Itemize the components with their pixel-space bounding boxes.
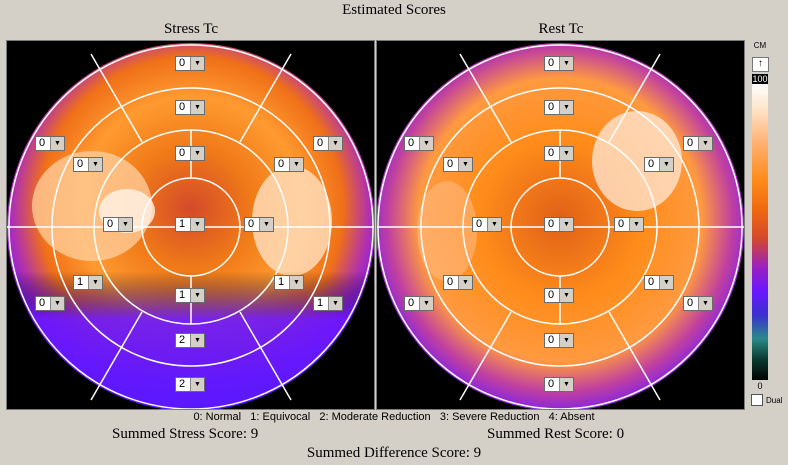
chevron-down-icon: ▼ (190, 101, 204, 114)
rest-seg-13-select[interactable]: 0 ▼ (614, 217, 644, 232)
stress-seg-9-select[interactable]: 0 ▼ (103, 217, 133, 232)
chevron-down-icon: ▼ (629, 218, 643, 231)
rest-seg-11-select[interactable]: 0 ▼ (644, 275, 674, 290)
chevron-down-icon: ▼ (88, 276, 102, 289)
page-title: Estimated Scores (342, 2, 446, 18)
stress-seg-12-select[interactable]: 1 ▼ (313, 296, 343, 311)
chevron-down-icon: ▼ (190, 147, 204, 160)
chevron-down-icon: ▼ (328, 297, 342, 310)
chevron-down-icon: ▼ (328, 137, 342, 150)
score-legend: 0: Normal 1: Equivocal 2: Moderate Reduc… (193, 411, 595, 423)
chevron-down-icon: ▼ (559, 289, 573, 302)
stress-seg-7-select[interactable]: 0 ▼ (274, 157, 304, 172)
rest-title: Rest Tc (538, 21, 584, 37)
stress-seg-6-select[interactable]: 0 ▼ (73, 157, 103, 172)
chevron-down-icon: ▼ (458, 158, 472, 171)
chevron-down-icon: ▼ (559, 147, 573, 160)
checkbox-icon[interactable] (751, 394, 763, 406)
scale-arrow-button[interactable]: ↑ (752, 57, 769, 72)
chevron-down-icon: ▼ (559, 218, 573, 231)
stress-seg-15-select[interactable]: 2 ▼ (175, 333, 205, 348)
chevron-down-icon: ▼ (559, 57, 573, 70)
chevron-down-icon: ▼ (50, 297, 64, 310)
stress-seg-2-select[interactable]: 0 ▼ (175, 100, 205, 115)
rest-seg-12-select[interactable]: 0 ▼ (683, 296, 713, 311)
chevron-down-icon: ▼ (458, 276, 472, 289)
scale-min: 0 (757, 381, 763, 391)
rest-seg-6-select[interactable]: 0 ▼ (443, 157, 473, 172)
rest-seg-17-select[interactable]: 0 ▼ (404, 296, 434, 311)
rest-hot-upper (592, 111, 682, 211)
chevron-down-icon: ▼ (289, 276, 303, 289)
chevron-down-icon: ▼ (659, 276, 673, 289)
rest-seg-3-select[interactable]: 0 ▼ (544, 146, 574, 161)
rest-hot-left (417, 181, 477, 281)
rest-seg-8-select[interactable]: 0 ▼ (544, 217, 574, 232)
scale-unit: CM (753, 41, 767, 50)
chevron-down-icon: ▼ (118, 218, 132, 231)
chevron-down-icon: ▼ (190, 289, 204, 302)
stress-seg-13-select[interactable]: 0 ▼ (244, 217, 274, 232)
rest-seg-4-select[interactable]: 0 ▼ (404, 136, 434, 151)
rest-seg-14-select[interactable]: 0 ▼ (544, 288, 574, 303)
stress-seg-8-select[interactable]: 1 ▼ (175, 217, 205, 232)
chevron-down-icon: ▼ (190, 218, 204, 231)
scale-max: 100 (752, 74, 768, 84)
chevron-down-icon: ▼ (698, 297, 712, 310)
chevron-down-icon: ▼ (190, 378, 204, 391)
chevron-down-icon: ▼ (659, 158, 673, 171)
stress-seg-14-select[interactable]: 1 ▼ (175, 288, 205, 303)
stress-seg-10-select[interactable]: 1 ▼ (73, 275, 103, 290)
rest-seg-5-select[interactable]: 0 ▼ (683, 136, 713, 151)
chevron-down-icon: ▼ (88, 158, 102, 171)
color-scale-bar[interactable] (752, 84, 768, 380)
summed-stress-score: Summed Stress Score: 9 (112, 426, 259, 442)
stress-title: Stress Tc (163, 21, 219, 37)
rest-seg-9-select[interactable]: 0 ▼ (472, 217, 502, 232)
stress-seg-17-select[interactable]: 0 ▼ (35, 296, 65, 311)
rest-seg-16-select[interactable]: 0 ▼ (544, 377, 574, 392)
chevron-down-icon: ▼ (559, 101, 573, 114)
stress-seg-1-select[interactable]: 0 ▼ (175, 56, 205, 71)
rest-seg-2-select[interactable]: 0 ▼ (544, 100, 574, 115)
chevron-down-icon: ▼ (289, 158, 303, 171)
chevron-down-icon: ▼ (190, 57, 204, 70)
rest-seg-15-select[interactable]: 0 ▼ (544, 333, 574, 348)
chevron-down-icon: ▼ (487, 218, 501, 231)
rest-seg-1-select[interactable]: 0 ▼ (544, 56, 574, 71)
stress-seg-3-select[interactable]: 0 ▼ (175, 146, 205, 161)
dual-label: Dual (766, 395, 783, 405)
chevron-down-icon: ▼ (190, 334, 204, 347)
chevron-down-icon: ▼ (419, 137, 433, 150)
chevron-down-icon: ▼ (559, 378, 573, 391)
chevron-down-icon: ▼ (419, 297, 433, 310)
summed-difference-score: Summed Difference Score: 9 (306, 445, 482, 461)
dual-checkbox[interactable]: Dual (751, 394, 782, 406)
chevron-down-icon: ▼ (698, 137, 712, 150)
chevron-down-icon: ▼ (559, 334, 573, 347)
rest-seg-10-select[interactable]: 0 ▼ (443, 275, 473, 290)
rest-seg-7-select[interactable]: 0 ▼ (644, 157, 674, 172)
stress-seg-11-select[interactable]: 1 ▼ (274, 275, 304, 290)
chevron-down-icon: ▼ (259, 218, 273, 231)
stress-seg-4-select[interactable]: 0 ▼ (35, 136, 65, 151)
chevron-down-icon: ▼ (50, 137, 64, 150)
summed-rest-score: Summed Rest Score: 0 (487, 426, 625, 442)
stress-seg-16-select[interactable]: 2 ▼ (175, 377, 205, 392)
stress-seg-5-select[interactable]: 0 ▼ (313, 136, 343, 151)
